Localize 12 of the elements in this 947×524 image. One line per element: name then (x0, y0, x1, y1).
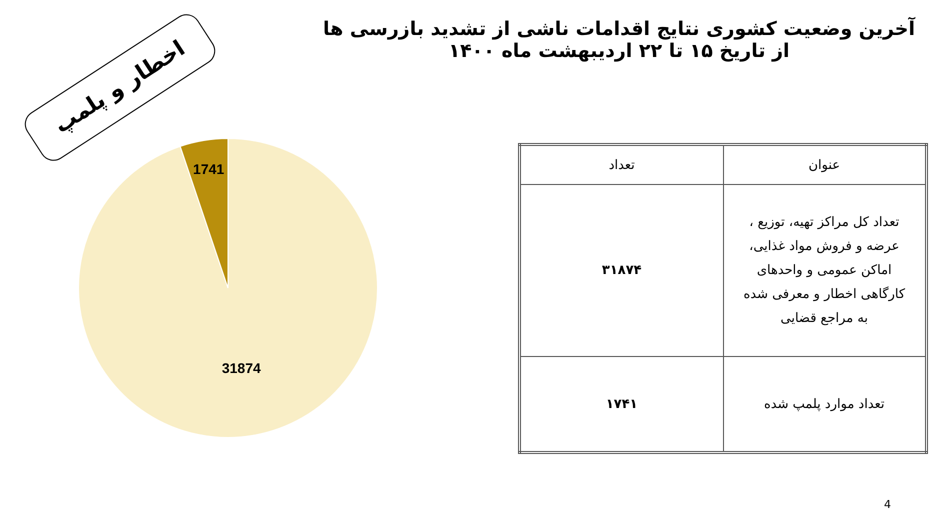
text: تعداد (520, 144, 723, 184)
text: آخرین وضعیت کشوری نتایج اقدامات ناشی از تشدید بازرسی ها (322, 18, 916, 40)
text: از تاریخ ۱۵ تا ۲۲ اردیبهشت ماه ۱۴۰۰ (447, 40, 791, 62)
text: اخطار و پلمپ (50, 36, 190, 139)
text: عنوان (723, 144, 926, 184)
data-label: 31874 (222, 360, 261, 376)
text: 4 (884, 498, 891, 511)
text: ۱۷۴۱ (520, 356, 723, 452)
text: تعداد موارد پلمپ شده (723, 356, 926, 452)
text: ۳۱۸۷۴ (520, 184, 723, 356)
text: تعداد کل مراکز تهیه، توزیع ، عرضه و فروش مواد غذایی، اماکن عمومی و واحدهای کارگاهی اخطار و معرفی شده به مراجع قضایی (723, 184, 926, 356)
data-label: 1741 (193, 160, 224, 177)
